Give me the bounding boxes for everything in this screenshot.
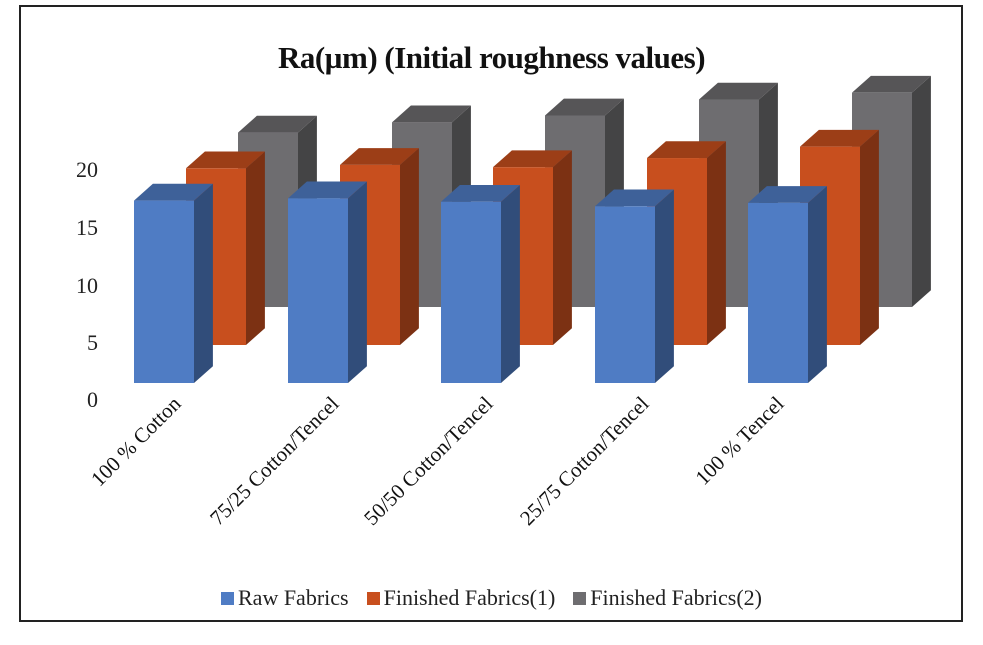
bar (134, 200, 194, 383)
bar-top (595, 189, 674, 207)
bar-top (800, 129, 879, 147)
bar-side (501, 184, 520, 383)
chart-frame (19, 5, 963, 622)
bar (748, 202, 808, 383)
bar-side (860, 129, 879, 345)
bar (288, 198, 348, 383)
bar-top (288, 181, 367, 199)
y-tick-label: 5 (87, 330, 98, 355)
bar-top (238, 115, 317, 133)
bar-top (493, 150, 572, 168)
y-tick-label: 20 (76, 157, 98, 182)
legend-item-finished-1: Finished Fabrics(1) (366, 585, 556, 611)
legend-label-raw: Raw Fabrics (238, 585, 349, 610)
bar-side (348, 181, 367, 383)
x-tick-label: 25/75 Cotton/Tencel (515, 391, 654, 530)
bar-side (707, 141, 726, 345)
bar-side (655, 189, 674, 383)
bar-top (647, 141, 726, 159)
chart-title: Ra(µm) (Initial roughness values) (277, 40, 706, 75)
legend-swatch-finished-1 (366, 591, 380, 605)
bar-side (400, 148, 419, 345)
bar-top (441, 184, 520, 202)
legend-item-finished-2: Finished Fabrics(2) (573, 585, 762, 611)
legend-label-finished-2: Finished Fabrics(2) (590, 585, 762, 610)
x-tick-label: 100 % Tencel (690, 391, 788, 489)
legend-swatch-finished-2 (573, 591, 587, 605)
bar-top (748, 186, 827, 203)
y-tick-label: 0 (87, 387, 98, 412)
legend-item-raw: Raw Fabrics (221, 585, 349, 611)
bar-side (912, 75, 931, 307)
bar-top (699, 82, 778, 100)
y-tick-label: 15 (76, 215, 98, 240)
legend-label-finished-1: Finished Fabrics(1) (383, 585, 556, 610)
bar (595, 206, 655, 383)
bar-top (545, 98, 624, 116)
y-tick-label: 10 (76, 273, 98, 298)
x-tick-label: 75/25 Cotton/Tencel (205, 391, 344, 530)
x-tick-label: 100 % Cotton (86, 391, 186, 491)
bar-top (186, 151, 265, 169)
bar-side (194, 183, 213, 383)
bar-top (340, 148, 419, 165)
bar-side (246, 151, 265, 345)
bar-top (134, 183, 213, 201)
bar-side (808, 186, 827, 383)
legend-swatch-raw (221, 591, 234, 605)
bar-top (392, 105, 471, 123)
x-tick-label: 50/50 Cotton/Tencel (359, 391, 498, 530)
series-1 (186, 129, 879, 345)
series-0 (134, 181, 827, 383)
bar (441, 201, 501, 383)
legend: Raw Fabrics Finished Fabrics(1) Finished… (0, 585, 983, 611)
bar-top (852, 75, 931, 93)
bar-side (553, 150, 572, 345)
